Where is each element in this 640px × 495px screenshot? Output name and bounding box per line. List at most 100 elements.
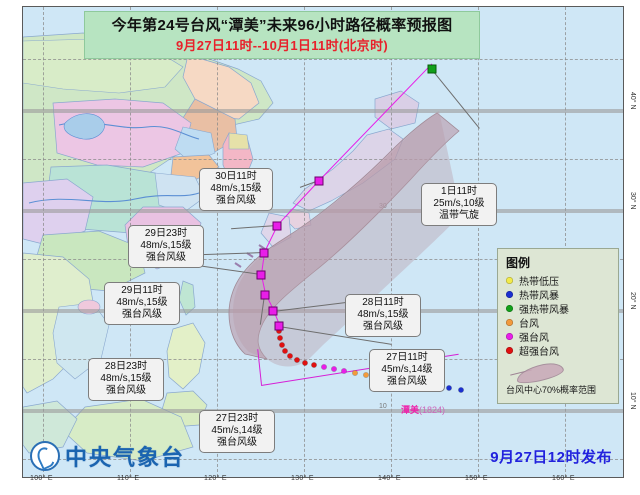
callout-grade: 强台风级 xyxy=(217,437,257,448)
legend-dot-icon xyxy=(506,276,513,284)
gridline-lon-150 xyxy=(478,7,479,477)
callout-time: 29日23时 xyxy=(144,228,188,239)
legend-item-label: 强台风 xyxy=(519,332,549,344)
forecast-marker-29d23[interactable] xyxy=(272,221,282,231)
callout-1d11[interactable]: 1日11时 25m/s,10级 温带气旋 xyxy=(421,183,497,226)
legend-dot-icon xyxy=(506,346,513,354)
storm-code-text: (1824) xyxy=(419,405,446,415)
callout-time: 27日23时 xyxy=(215,413,259,424)
callout-grade: 强台风级 xyxy=(363,321,403,332)
callout-grade: 强台风级 xyxy=(216,195,256,206)
forecast-marker-28d11[interactable] xyxy=(260,290,270,300)
lat-label-40: 40° N xyxy=(629,92,636,110)
lon-label-160: 160° E xyxy=(552,475,575,482)
callout-time: 30日11时 xyxy=(215,171,257,182)
callout-time: 27日11时 xyxy=(386,352,428,363)
track-point-sty xyxy=(331,366,337,372)
legend-dot-icon xyxy=(506,332,513,340)
track-point-superty xyxy=(287,353,293,359)
track-point-superty xyxy=(277,335,283,341)
gridline-lon-120 xyxy=(217,7,218,477)
page-title: 今年第24号台风“潭美”未来96小时路径概率预报图 xyxy=(111,17,453,34)
callout-wind: 48m/s,15级 xyxy=(140,240,192,251)
legend-dot-icon xyxy=(506,304,513,312)
callout-27d11[interactable]: 27日11时 45m/s,14级 强台风级 xyxy=(369,349,445,392)
track-point-superty xyxy=(282,348,288,354)
callout-grade: 强台风级 xyxy=(106,385,146,396)
legend-item-label: 热带低压 xyxy=(519,276,559,288)
callout-wind: 45m/s,14级 xyxy=(211,425,263,436)
legend-cone-icon xyxy=(510,360,566,386)
callout-grade: 强台风级 xyxy=(122,309,162,320)
legend-heading: 图例 xyxy=(506,256,531,270)
lon-label-100: 100° E xyxy=(30,475,53,482)
callout-wind: 45m/s,14级 xyxy=(381,364,433,375)
track-point-superty xyxy=(279,342,285,348)
track-point-superty xyxy=(311,362,317,368)
storm-name-text: 潭美 xyxy=(401,405,420,415)
gridline-lon-140 xyxy=(391,7,392,477)
callout-wind: 25m/s,10级 xyxy=(433,198,485,209)
lat-label-20: 20° N xyxy=(629,292,636,310)
legend-item-strong-typhoon: 强台风 xyxy=(506,329,612,344)
forecast-marker-1d11[interactable] xyxy=(427,64,437,74)
legend-item-label: 超强台风 xyxy=(519,346,559,358)
callout-29d11[interactable]: 29日11时 48m/s,15级 强台风级 xyxy=(104,282,180,325)
callout-time: 28日23时 xyxy=(104,361,148,372)
track-point-ty xyxy=(363,372,369,378)
legend-item-super-typhoon: 超强台风 xyxy=(506,343,612,358)
legend-item-severe-tropical-storm: 强热带风暴 xyxy=(506,301,612,316)
agency-name: 中央气象台 xyxy=(65,445,186,470)
legend-dot-icon xyxy=(506,290,513,298)
gridline-lat-45 xyxy=(23,59,623,60)
gridline-lat-35 xyxy=(23,159,623,160)
forecast-marker-27d11[interactable] xyxy=(274,321,284,331)
landmass-layer xyxy=(23,32,420,462)
map-title-box: 今年第24号台风“潭美”未来96小时路径概率预报图 9月27日11时--10月1… xyxy=(84,11,480,59)
track-point-ts xyxy=(446,385,452,391)
callout-time: 29日11时 xyxy=(121,285,163,296)
callout-grade: 强台风级 xyxy=(146,252,186,263)
callout-time: 1日11时 xyxy=(441,186,477,197)
track-point-sty xyxy=(341,368,347,374)
lat-label-30: 30° N xyxy=(629,192,636,210)
forecast-marker-27d23[interactable] xyxy=(268,306,278,316)
track-point-ts xyxy=(458,387,464,393)
track-point-ty xyxy=(352,370,358,376)
forecast-marker-28d23[interactable] xyxy=(256,270,266,280)
callout-28d11[interactable]: 28日11时 48m/s,15级 强台风级 xyxy=(345,294,421,337)
callout-time: 28日11时 xyxy=(362,297,404,308)
callout-29d23[interactable]: 29日23时 48m/s,15级 强台风级 xyxy=(128,225,204,268)
legend-item-tropical-storm: 热带风暴 xyxy=(506,287,612,302)
issued-time: 9月27日12时发布 xyxy=(490,449,612,466)
callout-grade: 强台风级 xyxy=(387,376,427,387)
legend-item-label: 台风 xyxy=(519,318,539,330)
forecast-marker-30d11[interactable] xyxy=(314,176,324,186)
legend-item-tropical-depression: 热带低压 xyxy=(506,273,612,288)
gridline-lon-100 xyxy=(43,7,44,477)
legend-box: 图例 热带低压 热带风暴 强热带风暴 台风 强台风 超强台风 台风中心70%概 xyxy=(497,248,619,404)
callout-30d11[interactable]: 30日11时 48m/s,15级 强台风级 xyxy=(199,168,273,211)
map-canvas[interactable]: 30 20 10 xyxy=(22,6,624,478)
legend-item-label: 强热带风暴 xyxy=(519,304,569,316)
gridline-lon-130 xyxy=(304,7,305,477)
lat-label-10: 10° N xyxy=(629,392,636,410)
callout-wind: 48m/s,15级 xyxy=(210,183,262,194)
track-point-sty xyxy=(321,364,327,370)
lon-label-150: 150° E xyxy=(465,475,488,482)
callout-wind: 48m/s,15级 xyxy=(100,373,152,384)
legend-item-typhoon: 台风 xyxy=(506,315,612,330)
callout-grade: 温带气旋 xyxy=(439,210,479,221)
callout-27d23[interactable]: 27日23时 45m/s,14级 强台风级 xyxy=(199,410,275,453)
track-point-superty xyxy=(294,357,300,363)
cma-emblem-icon xyxy=(30,441,60,471)
callout-28d23[interactable]: 28日23时 48m/s,15级 强台风级 xyxy=(88,358,164,401)
forecast-marker-29d11[interactable] xyxy=(259,248,269,258)
callout-wind: 48m/s,15级 xyxy=(116,297,168,308)
lon-label-110: 110° E xyxy=(117,475,140,482)
legend-item-label: 热带风暴 xyxy=(519,290,559,302)
storm-name-label: 潭美(1824) xyxy=(401,403,445,416)
legend-cone-label: 台风中心70%概率范围 xyxy=(506,385,597,395)
gridline-lon-160 xyxy=(565,7,566,477)
